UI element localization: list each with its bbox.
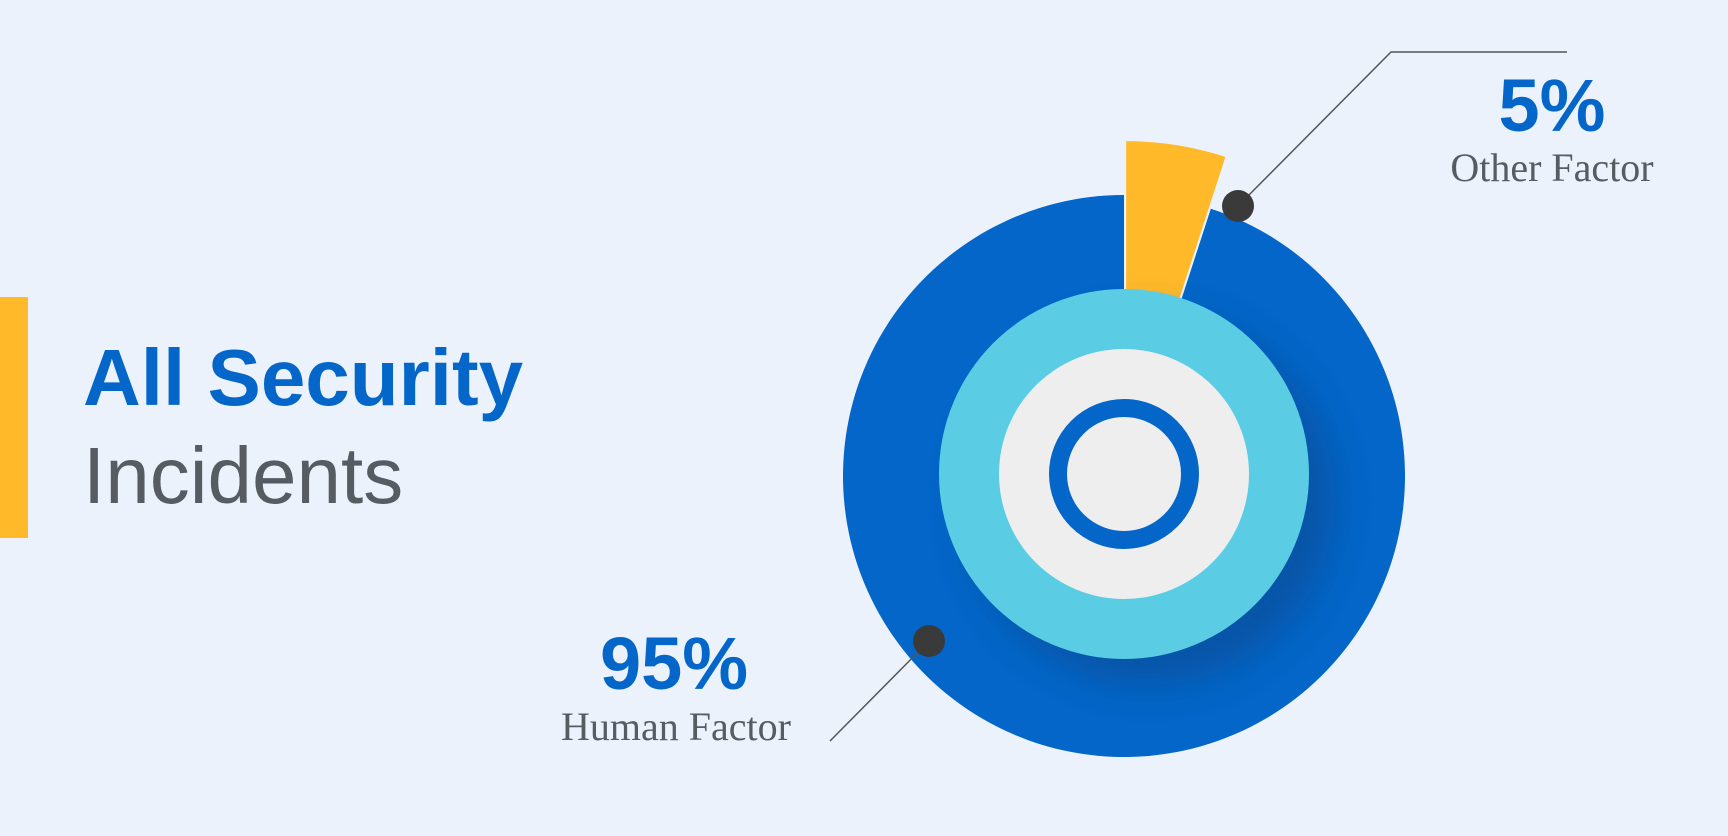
category-label: Human Factor [561,704,791,749]
title: All Security [83,333,524,422]
inner-disc [999,349,1249,599]
value-label: 95% [600,622,748,705]
value-label: 5% [1499,64,1606,147]
callouts [829,51,1567,742]
leader-line [829,640,930,742]
center-decoration [939,289,1335,685]
subtitle: Incidents [83,431,403,520]
leader-line [1237,51,1567,207]
leader-dot [913,625,945,657]
leader-dot [1222,190,1254,222]
category-label: Other Factor [1450,145,1653,190]
center-ring [1049,399,1199,549]
accent-bar [0,297,28,538]
